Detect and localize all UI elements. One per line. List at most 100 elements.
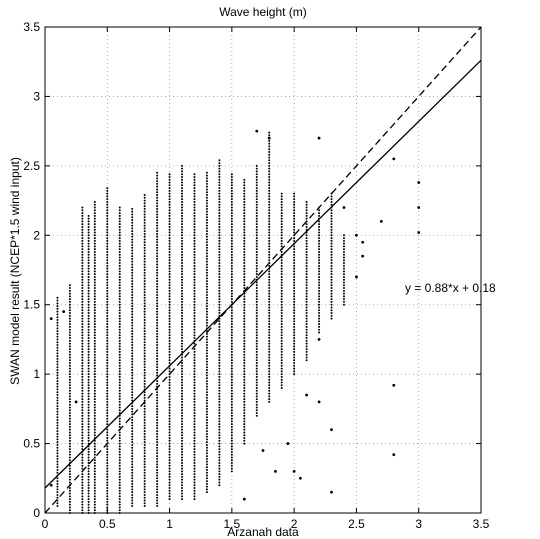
data-point (106, 359, 109, 362)
data-point (205, 277, 208, 280)
data-point (106, 448, 109, 451)
data-point (156, 185, 159, 188)
data-point (156, 341, 159, 344)
data-point (56, 360, 59, 363)
data-point (143, 285, 146, 288)
data-point (93, 253, 96, 256)
data-point (168, 400, 171, 403)
data-point (81, 478, 84, 481)
x-tick-label: 3.5 (473, 517, 490, 531)
data-point (193, 381, 196, 384)
data-point (317, 338, 321, 341)
x-tick-label: 2.5 (348, 517, 365, 531)
data-point (93, 334, 96, 337)
data-point (156, 199, 159, 202)
data-point (93, 509, 96, 512)
data-point (156, 355, 159, 358)
data-point (218, 198, 221, 201)
data-point (168, 423, 171, 426)
data-point (168, 475, 171, 478)
data-point (193, 281, 196, 284)
data-point (330, 212, 333, 215)
data-point (243, 256, 246, 259)
data-point (230, 300, 233, 303)
data-point (68, 300, 71, 303)
data-point (305, 331, 308, 334)
data-point (143, 502, 146, 505)
data-point (243, 406, 246, 409)
data-point (330, 200, 333, 203)
data-point (131, 305, 134, 308)
data-point (293, 256, 296, 259)
data-point (243, 320, 246, 323)
data-point (268, 234, 271, 237)
data-point (87, 323, 90, 326)
data-point (268, 209, 271, 212)
data-point (255, 353, 258, 356)
data-point (56, 313, 59, 316)
data-point (280, 267, 283, 270)
data-point (193, 487, 196, 490)
data-point (255, 359, 258, 362)
data-point (81, 250, 84, 253)
data-point (168, 431, 171, 434)
data-point (330, 220, 333, 223)
data-point (330, 245, 333, 248)
data-point (243, 237, 246, 240)
data-point (68, 314, 71, 317)
data-point (330, 295, 333, 298)
data-point (168, 367, 171, 370)
data-point (131, 313, 134, 316)
data-point (168, 217, 171, 220)
data-point (205, 466, 208, 469)
data-point (143, 399, 146, 402)
data-point (81, 295, 84, 298)
data-point (156, 396, 159, 399)
data-point (230, 262, 233, 265)
data-point (268, 337, 271, 340)
data-point (87, 250, 90, 253)
data-point (268, 159, 271, 162)
data-point (143, 480, 146, 483)
data-point (87, 262, 90, 265)
data-point (305, 323, 308, 326)
data-point (205, 407, 208, 410)
data-point (106, 295, 109, 298)
data-point (330, 209, 333, 212)
data-point (118, 267, 121, 270)
data-point (87, 456, 90, 459)
data-point (305, 328, 308, 331)
data-point (181, 467, 184, 470)
data-point (342, 264, 345, 267)
data-point (106, 345, 109, 348)
data-point (93, 231, 96, 234)
data-point (330, 198, 333, 201)
data-point (93, 250, 96, 253)
data-point (268, 242, 271, 245)
data-point (230, 445, 233, 448)
data-point (56, 374, 59, 377)
data-point (268, 395, 271, 398)
data-point (168, 425, 171, 428)
data-point (181, 298, 184, 301)
data-point (330, 281, 333, 284)
data-point (81, 228, 84, 231)
data-point (168, 356, 171, 359)
data-point (181, 198, 184, 201)
data-point (87, 364, 90, 367)
data-point (156, 427, 159, 430)
data-point (255, 192, 258, 195)
data-point (181, 187, 184, 190)
data-point (56, 471, 59, 474)
data-point (181, 442, 184, 445)
data-point (131, 296, 134, 299)
data-point (118, 206, 121, 209)
data-point (56, 418, 59, 421)
data-point (131, 338, 134, 341)
data-point (106, 417, 109, 420)
data-point (268, 273, 271, 276)
data-point (93, 267, 96, 270)
data-point (243, 395, 246, 398)
data-point (342, 242, 345, 245)
data-point (181, 245, 184, 248)
